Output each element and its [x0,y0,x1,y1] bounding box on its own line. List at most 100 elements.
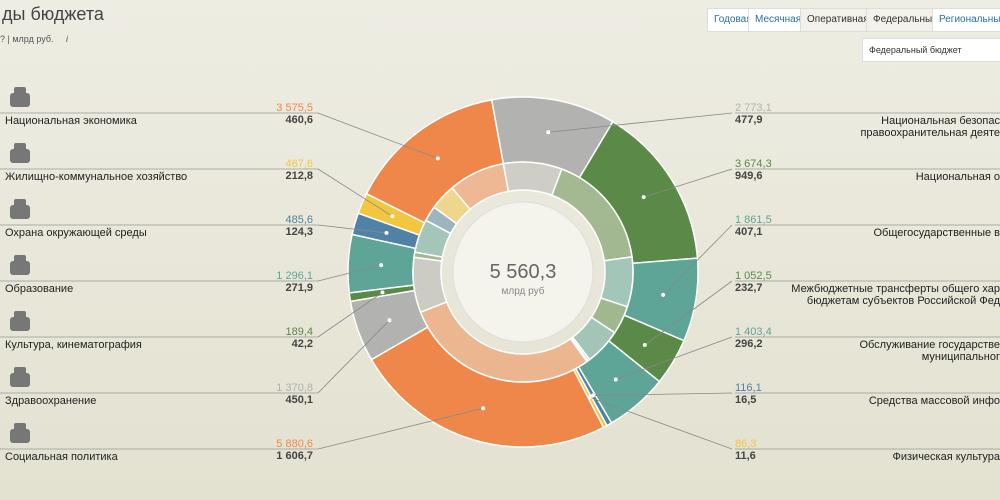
icon-shape [10,373,30,387]
item-name: Физическая культура [893,451,1000,463]
plan-value: 1 296,1 [276,270,313,282]
leader-dot [380,290,385,295]
leader-line [589,396,733,450]
fact-value: 271,9 [285,282,313,294]
plan-value: 467,6 [285,158,313,170]
item-name: Образование [5,283,73,295]
item-name: бюджетам субъектов Российской Фед [807,295,1000,307]
plan-value: 86,3 [735,438,756,450]
leader-dot [387,318,392,323]
fact-value: 232,7 [735,282,763,294]
leader-line [643,168,733,198]
icon-shape [10,205,30,219]
leader-dot [641,195,646,200]
leader-line [317,292,383,338]
item-name: Межбюджетные трансферты общего хар [791,283,1000,295]
fact-value: 1 606,7 [276,450,313,462]
plan-value: 1 861,5 [735,214,772,226]
plan-value: 5 880,6 [276,438,313,450]
item-name: Культура, кинематография [5,339,142,351]
total-value: 5 560,3 [490,261,557,283]
fact-value: 42,2 [292,338,313,350]
plan-segment [365,98,505,224]
fact-value: 212,8 [285,170,313,182]
leader-line [644,280,733,346]
fact-value: 949,6 [735,170,763,182]
icon-shape [14,143,26,151]
plan-value: 1 370,8 [276,382,313,394]
icon-shape [14,87,26,95]
leader-dot [546,130,551,135]
leader-line [317,168,393,217]
icon [10,87,30,107]
unit: млрд руб. [12,34,54,44]
icon-shape [10,149,30,163]
fact-value: 124,3 [285,226,313,238]
icon [10,311,30,331]
icon [10,423,30,443]
icon-shape [10,93,30,107]
fact-value: 16,5 [735,394,756,406]
fact-value: 477,9 [735,114,763,126]
item-name: Здравоохранение [5,395,96,407]
help[interactable]: ? [0,34,6,44]
icon-shape [10,317,30,331]
item-name: Обслуживание государстве [859,339,1000,351]
leader-dot [390,214,395,219]
fact-value: 407,1 [735,226,763,238]
item-name: Общегосударственные в [873,227,1000,239]
plan-value: 3 674,3 [735,158,772,170]
subtitle: ? | млрд руб. i [0,34,69,44]
item-name: Охрана окружающей среды [5,227,147,239]
plan-value: 3 575,5 [276,102,313,114]
item-name: Национальная экономика [5,115,138,127]
icon-shape [14,199,26,207]
leader-dot [481,406,486,411]
plan-value: 2 773,1 [735,102,772,114]
page-title: ды бюджета [2,4,104,24]
select[interactable]: Федеральный бюджет [862,38,1000,62]
leader-line [592,392,733,396]
tab[interactable]: Региональны [932,8,1000,32]
item-name: Социальная политика [5,451,119,463]
icon [10,143,30,163]
leader-dot [661,292,666,297]
icon [10,199,30,219]
icon [10,255,30,275]
plan-value: 116,1 [735,382,762,394]
plan-value: 189,4 [285,326,313,338]
item-name: правоохранительная деяте [860,127,1000,139]
info[interactable]: i [66,34,69,44]
icon-shape [14,311,26,319]
leader-line [662,224,733,296]
leader-dot [587,395,592,400]
leader-dot [642,343,647,348]
center [452,201,594,343]
tab-active[interactable]: Оперативная [800,8,876,32]
tab-active[interactable]: Федеральный [866,8,945,32]
leader-line [317,407,484,450]
fact-value: 11,6 [735,450,756,462]
plan-value: 485,6 [285,214,313,226]
plan-value: 1 403,4 [735,326,772,338]
icon-shape [10,429,30,443]
item-name: Жилищно-коммунальное хозяйство [5,171,187,183]
item-name: Национальная о [916,171,1000,183]
leader-dot [613,377,618,382]
leader-dot [384,230,389,235]
plan-value: 1 052,5 [735,270,772,282]
leader-line [317,319,390,394]
leader-dot [379,263,384,268]
fact-value: 296,2 [735,338,763,350]
leader-line [317,112,438,159]
leader-line [548,112,733,133]
icon-shape [10,261,30,275]
fact-segment [412,256,448,314]
leader-line [615,336,733,380]
total-unit: млрд руб [502,285,545,297]
icon-shape [14,367,26,375]
leader-line [317,264,382,282]
item-name: муниципальног [922,351,1000,363]
